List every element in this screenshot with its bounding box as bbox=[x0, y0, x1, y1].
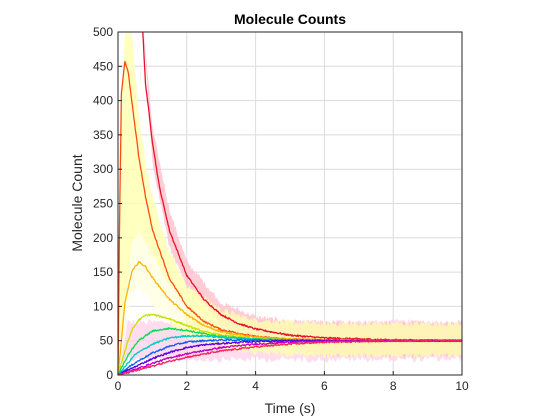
y-tick-label: 400 bbox=[93, 94, 113, 108]
y-tick-label: 500 bbox=[93, 25, 113, 39]
y-tick-label: 450 bbox=[93, 59, 113, 73]
x-tick-label: 6 bbox=[321, 379, 328, 393]
series-line-9 bbox=[117, 339, 463, 376]
y-tick-label: 50 bbox=[100, 334, 114, 348]
x-tick-label: 0 bbox=[115, 379, 122, 393]
noise-band-0 bbox=[118, 32, 462, 375]
y-axis-label: Molecule Count bbox=[69, 154, 85, 251]
x-tick-label: 2 bbox=[183, 379, 190, 393]
y-tick-label: 150 bbox=[93, 265, 113, 279]
y-tick-label: 300 bbox=[93, 162, 113, 176]
x-tick-label: 8 bbox=[390, 379, 397, 393]
x-tick-label: 10 bbox=[455, 379, 469, 393]
x-tick-label: 4 bbox=[252, 379, 259, 393]
x-axis-label: Time (s) bbox=[265, 400, 316, 416]
y-tick-label: 0 bbox=[106, 368, 113, 382]
y-tick-label: 100 bbox=[93, 299, 113, 313]
y-tick-label: 350 bbox=[93, 128, 113, 142]
y-tick-label: 200 bbox=[93, 231, 113, 245]
chart-title: Molecule Counts bbox=[234, 11, 346, 27]
y-tick-label: 250 bbox=[93, 197, 113, 211]
series-lines bbox=[117, 32, 463, 376]
